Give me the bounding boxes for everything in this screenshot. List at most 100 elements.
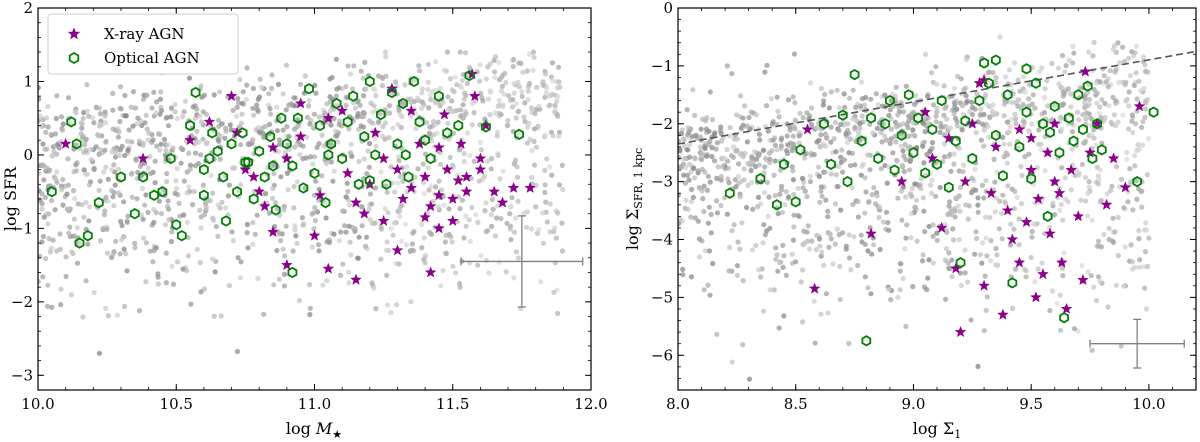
background-point xyxy=(786,194,792,200)
optical-agn-point xyxy=(240,156,251,168)
background-point xyxy=(913,93,919,99)
background-point xyxy=(210,190,216,196)
background-point xyxy=(390,125,396,131)
background-point xyxy=(906,113,912,119)
background-point xyxy=(1107,68,1113,74)
background-point xyxy=(1060,273,1066,279)
background-point xyxy=(540,240,547,246)
background-point xyxy=(909,185,915,192)
right-optical-agn-points xyxy=(724,54,1159,347)
background-point xyxy=(215,117,222,123)
background-point xyxy=(408,299,414,305)
background-point xyxy=(84,108,90,114)
background-point xyxy=(457,107,463,113)
background-point xyxy=(807,173,813,179)
background-point xyxy=(1091,284,1097,290)
optical-agn-point xyxy=(204,152,215,165)
background-point xyxy=(678,220,682,227)
background-point xyxy=(1143,220,1149,226)
y-tick-label: −2 xyxy=(651,115,673,133)
optical-agn-point xyxy=(425,152,436,165)
background-point xyxy=(828,139,834,145)
background-point xyxy=(529,147,535,154)
background-point xyxy=(1008,99,1014,105)
background-point xyxy=(139,185,145,191)
background-point xyxy=(190,202,196,208)
background-point xyxy=(927,182,934,188)
background-point xyxy=(893,84,899,90)
background-point xyxy=(702,169,708,175)
background-point xyxy=(316,141,322,147)
xray-agn-point xyxy=(942,131,955,144)
background-point xyxy=(244,65,250,71)
background-point xyxy=(60,177,66,183)
background-point xyxy=(1030,92,1036,98)
background-point xyxy=(1023,268,1029,274)
background-point xyxy=(828,89,834,95)
background-point xyxy=(682,180,689,186)
background-point xyxy=(1112,229,1118,235)
background-point xyxy=(313,178,319,184)
background-point xyxy=(534,84,540,90)
background-point xyxy=(56,145,62,151)
background-point xyxy=(359,223,365,229)
background-point xyxy=(361,110,368,116)
background-point xyxy=(500,168,506,174)
background-point xyxy=(42,194,49,200)
background-point xyxy=(486,270,492,276)
background-point xyxy=(1042,86,1048,92)
background-point xyxy=(1085,190,1091,196)
background-point xyxy=(122,92,128,99)
background-point xyxy=(744,123,751,129)
background-point xyxy=(841,157,848,163)
y-tick-label: −2 xyxy=(11,293,33,311)
xray-agn-point xyxy=(267,225,279,238)
background-point xyxy=(373,306,379,312)
background-point xyxy=(910,284,916,290)
background-point xyxy=(372,135,378,142)
background-point xyxy=(524,209,530,215)
background-point xyxy=(54,151,60,157)
background-point xyxy=(285,142,291,148)
background-point xyxy=(152,180,158,186)
background-point xyxy=(40,117,46,123)
background-point xyxy=(412,174,418,181)
background-point xyxy=(678,138,681,144)
background-point xyxy=(695,218,701,224)
background-point xyxy=(276,276,282,282)
background-point xyxy=(504,220,510,226)
background-point xyxy=(67,224,73,230)
background-point xyxy=(435,119,441,125)
background-point xyxy=(963,56,969,63)
background-point xyxy=(163,280,169,286)
background-point xyxy=(507,204,513,211)
background-point xyxy=(1095,238,1102,244)
background-point xyxy=(1011,206,1018,212)
background-point xyxy=(790,133,796,139)
background-point xyxy=(972,106,978,112)
background-point xyxy=(886,286,892,292)
background-point xyxy=(934,81,940,87)
background-point xyxy=(944,116,950,122)
background-point xyxy=(170,145,176,151)
background-point xyxy=(254,102,260,108)
background-point xyxy=(930,222,936,228)
background-point xyxy=(511,275,517,281)
background-point xyxy=(115,134,121,140)
background-point xyxy=(850,116,856,122)
xray-agn-point xyxy=(1048,117,1061,129)
background-point xyxy=(912,101,918,107)
background-point xyxy=(847,136,853,142)
xray-agn-point xyxy=(1044,227,1056,239)
background-point xyxy=(701,287,707,293)
background-point xyxy=(480,98,486,104)
background-point xyxy=(358,123,364,129)
background-point xyxy=(822,169,828,175)
background-point xyxy=(857,121,863,127)
background-point xyxy=(296,139,302,145)
xray-agn-point xyxy=(926,152,939,164)
background-point xyxy=(729,228,735,234)
background-point xyxy=(707,89,713,95)
background-point xyxy=(544,219,550,225)
background-point xyxy=(343,83,349,90)
